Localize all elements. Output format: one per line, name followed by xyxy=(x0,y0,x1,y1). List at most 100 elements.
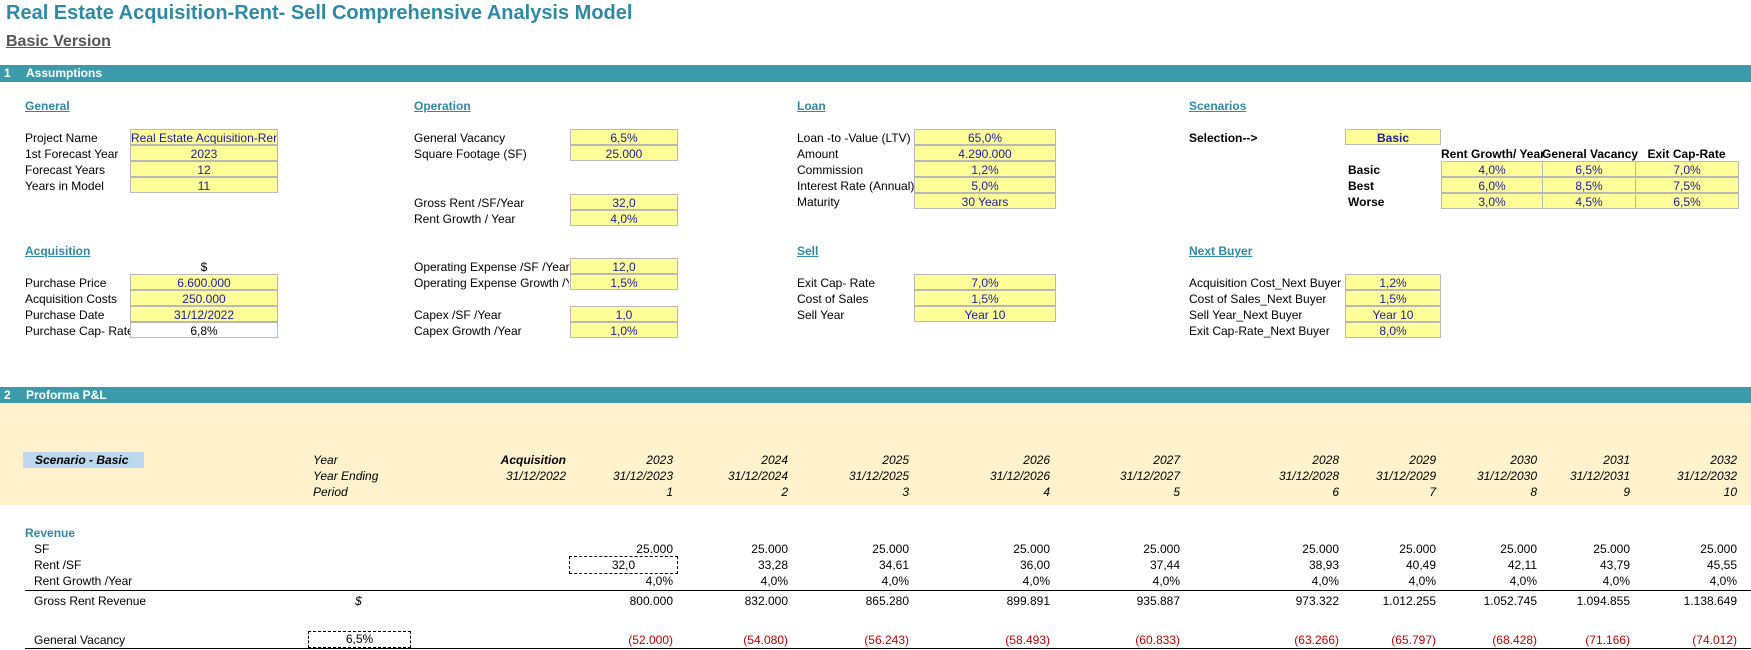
vacancy-cell: (58.493) xyxy=(1005,633,1050,647)
rent-growth-input[interactable]: 4,0% xyxy=(570,210,678,226)
purchase-cap-value: 6,8% xyxy=(130,322,278,338)
operation-heading: Operation xyxy=(414,99,471,113)
ltv-input[interactable]: 65,0% xyxy=(914,129,1056,145)
nb-exit-cap-input[interactable]: 8,0% xyxy=(1345,322,1441,338)
sell-heading: Sell xyxy=(797,244,819,258)
purchase-price-input[interactable]: 6.600.000 xyxy=(130,274,278,290)
opex-label: Operating Expense /SF /Year xyxy=(414,260,570,274)
opex-input[interactable]: 12,0 xyxy=(570,258,678,274)
capex-input[interactable]: 1,0 xyxy=(570,306,678,322)
capex-growth-input[interactable]: 1,0% xyxy=(570,322,678,338)
rent-growth-cell: 4,0% xyxy=(1602,574,1630,588)
sf-cell: 25.000 xyxy=(872,542,909,556)
rent-sf-row-label: Rent /SF xyxy=(34,558,82,572)
vacancy-cell: (52.000) xyxy=(628,633,673,647)
forecast-years-input[interactable]: 12 xyxy=(130,161,278,177)
gross-rent-cell: 800.000 xyxy=(629,594,673,608)
scenario-row-worse: Worse xyxy=(1348,195,1385,209)
section-label: Assumptions xyxy=(26,66,103,80)
page-subtitle: Basic Version xyxy=(6,33,111,50)
nb-acq-cost-input[interactable]: 1,2% xyxy=(1345,274,1441,290)
vacancy-input[interactable]: 6,5% xyxy=(570,129,678,145)
nb-cost-sales-input[interactable]: 1,5% xyxy=(1345,290,1441,306)
acquisition-currency: $ xyxy=(200,260,208,274)
year-ending-cell: 31/12/2023 xyxy=(612,469,673,483)
year-ending-cell: 31/12/2031 xyxy=(1569,469,1630,483)
worse-exit-cap[interactable]: 6,5% xyxy=(1635,193,1739,209)
acq-costs-input[interactable]: 250.000 xyxy=(130,290,278,306)
basic-rent-growth[interactable]: 4,0% xyxy=(1441,161,1543,177)
year-ending-cell: 31/12/2032 xyxy=(1676,469,1737,483)
years-model-input[interactable]: 11 xyxy=(130,177,278,193)
rent-sf-cell: 33,28 xyxy=(757,558,788,572)
vacancy-cell: (68.428) xyxy=(1492,633,1537,647)
year-ending-cell: 31/12/2026 xyxy=(989,469,1050,483)
basic-exit-cap[interactable]: 7,0% xyxy=(1635,161,1739,177)
best-exit-cap[interactable]: 7,5% xyxy=(1635,177,1739,193)
vacancy-rate-cell[interactable]: 6,5% xyxy=(308,631,411,648)
sf-cell: 25.000 xyxy=(1302,542,1339,556)
bottom-divider xyxy=(25,648,1751,649)
interest-input[interactable]: 5,0% xyxy=(914,177,1056,193)
opex-growth-label: Operating Expense Growth /Ye xyxy=(414,276,569,290)
worse-rent-growth[interactable]: 3,0% xyxy=(1441,193,1543,209)
scenario-selection-input[interactable]: Basic xyxy=(1345,129,1441,145)
nb-acq-cost-label: Acquisition Cost_Next Buyer xyxy=(1189,276,1342,290)
rent-base-cell[interactable]: 32,0 xyxy=(569,556,678,574)
maturity-input[interactable]: 30 Years xyxy=(914,193,1056,209)
year-ending-cell: 31/12/2025 xyxy=(848,469,909,483)
basic-vacancy[interactable]: 6,5% xyxy=(1542,161,1636,177)
rent-growth-cell: 4,0% xyxy=(1509,574,1537,588)
scenario-row-best: Best xyxy=(1348,179,1375,193)
gross-rent-input[interactable]: 32,0 xyxy=(570,194,678,210)
period-cell: 4 xyxy=(1043,485,1050,499)
rent-growth-cell: 4,0% xyxy=(1709,574,1737,588)
sell-year-label: Sell Year xyxy=(797,308,845,322)
section-label: Proforma P&L xyxy=(26,388,107,402)
year-cell: 2029 xyxy=(1409,453,1436,467)
cost-sales-input[interactable]: 1,5% xyxy=(914,290,1056,306)
gross-rent-cell: 973.322 xyxy=(1295,594,1339,608)
sf-cell: 25.000 xyxy=(1143,542,1180,556)
first-year-input[interactable]: 2023 xyxy=(130,145,278,161)
sf-cell: 25.000 xyxy=(1399,542,1436,556)
commission-input[interactable]: 1,2% xyxy=(914,161,1056,177)
period-cell: 10 xyxy=(1723,485,1737,499)
amount-input[interactable]: 4.290.000 xyxy=(914,145,1056,161)
col-header-exit-cap: Exit Cap-Rate xyxy=(1647,147,1726,161)
gross-rent-cell: 935.887 xyxy=(1136,594,1180,608)
rent-growth-row-label: Rent Growth /Year xyxy=(34,574,133,588)
sf-input[interactable]: 25.000 xyxy=(570,145,678,161)
ltv-label: Loan -to -Value (LTV) xyxy=(797,131,911,145)
year-cell: 2026 xyxy=(1023,453,1050,467)
purchase-date-input[interactable]: 31/12/2022 xyxy=(130,306,278,322)
vacancy-cell: (65.797) xyxy=(1391,633,1436,647)
cost-sales-label: Cost of Sales xyxy=(797,292,869,306)
vacancy-cell: (56.243) xyxy=(864,633,909,647)
project-name-input[interactable]: Real Estate Acquisition-Rent- Sell xyxy=(130,129,278,145)
period-cell: 2 xyxy=(781,485,788,499)
section-assumptions-bar: 1 Assumptions xyxy=(0,65,1751,82)
sf-cell: 25.000 xyxy=(751,542,788,556)
year-cell: 2031 xyxy=(1603,453,1630,467)
rent-growth-cell: 4,0% xyxy=(881,574,909,588)
rent-sf-cell: 38,93 xyxy=(1308,558,1339,572)
year-ending-cell: 31/12/2027 xyxy=(1119,469,1180,483)
year-cell: 2024 xyxy=(761,453,788,467)
exit-cap-input[interactable]: 7,0% xyxy=(914,274,1056,290)
vacancy-cell: (54.080) xyxy=(743,633,788,647)
best-rent-growth[interactable]: 6,0% xyxy=(1441,177,1543,193)
gross-rent-cell: 899.891 xyxy=(1006,594,1050,608)
acq-costs-label: Acquisition Costs xyxy=(25,292,118,306)
interest-label: Interest Rate (Annual) xyxy=(797,179,915,193)
best-vacancy[interactable]: 8,5% xyxy=(1542,177,1636,193)
period-row-label: Period xyxy=(313,485,348,499)
worse-vacancy[interactable]: 4,5% xyxy=(1542,193,1636,209)
nb-sell-year-input[interactable]: Year 10 xyxy=(1345,306,1441,322)
gross-rent-cell: 1.094.855 xyxy=(1576,594,1630,608)
period-cell: 6 xyxy=(1332,485,1339,499)
gross-rent-currency: $ xyxy=(355,594,362,608)
opex-growth-input[interactable]: 1,5% xyxy=(570,274,678,290)
section-proforma-bar: 2 Proforma P&L xyxy=(0,387,1751,403)
sell-year-input[interactable]: Year 10 xyxy=(914,306,1056,322)
